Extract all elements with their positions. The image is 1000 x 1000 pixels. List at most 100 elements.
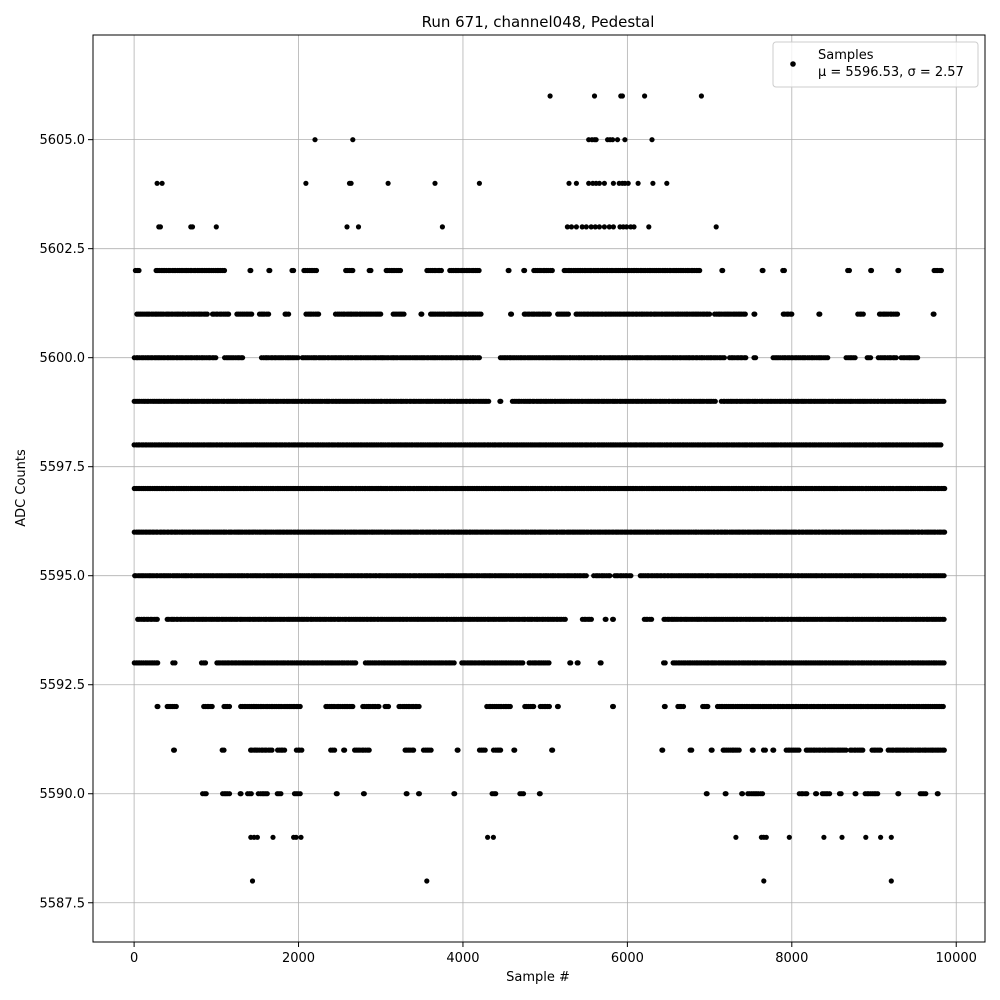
sample-point (763, 834, 769, 840)
sample-point (649, 137, 655, 143)
sample-point (136, 267, 142, 274)
data-points (131, 93, 948, 884)
sample-point (432, 180, 438, 186)
sample-point (705, 703, 711, 710)
legend: Samples μ = 5596.53, σ = 2.57 (772, 41, 979, 88)
sample-point (531, 703, 537, 710)
sample-point (546, 311, 552, 317)
sample-point (157, 224, 163, 230)
sample-point (761, 878, 767, 884)
sample-point (720, 267, 726, 274)
sample-point (204, 311, 210, 317)
sample-point (486, 398, 492, 404)
sample-point (762, 747, 769, 753)
sample-point (478, 311, 484, 317)
sample-point (607, 573, 613, 579)
sample-point (743, 355, 749, 361)
sample-point (350, 703, 356, 710)
sample-point (493, 791, 499, 797)
sample-point (226, 703, 233, 710)
sample-point (522, 267, 528, 274)
sample-point (573, 180, 580, 186)
sample-point (680, 703, 687, 710)
sample-point (498, 398, 504, 404)
sample-point (610, 703, 617, 710)
sample-point (610, 616, 617, 622)
sample-point (221, 747, 227, 753)
sample-point (428, 747, 434, 753)
sample-point (622, 137, 628, 143)
sample-point (564, 224, 571, 230)
sample-point (172, 660, 178, 666)
sample-point (159, 180, 165, 186)
sample-point (646, 224, 652, 230)
y-tick-label: 5590.0 (40, 787, 86, 802)
sample-point (941, 660, 947, 666)
sample-point (573, 224, 580, 230)
sample-point (361, 791, 367, 797)
y-tick-label: 5592.5 (40, 678, 86, 693)
sample-point (628, 573, 634, 579)
sample-point (416, 703, 422, 710)
sample-point (868, 355, 874, 361)
plot-frame (92, 34, 986, 943)
sample-point (662, 703, 668, 710)
sample-point (385, 180, 391, 186)
sample-point (586, 180, 592, 186)
y-tick-label: 5602.5 (40, 242, 86, 257)
sample-point (411, 747, 417, 753)
sample-point (282, 747, 288, 753)
sample-point (342, 747, 348, 753)
sample-point (249, 311, 255, 317)
sample-point (476, 355, 482, 361)
sample-point (368, 267, 374, 274)
sample-point (796, 747, 802, 753)
sample-point (221, 267, 228, 274)
sample-point (419, 311, 425, 317)
sample-point (596, 180, 603, 186)
sample-point (804, 791, 810, 797)
sample-point (863, 834, 869, 840)
sample-point (610, 180, 617, 186)
sample-point (226, 791, 233, 797)
sample-point (452, 791, 458, 797)
sample-point (868, 267, 875, 274)
sample-point (888, 878, 894, 884)
sample-point (650, 180, 656, 186)
sample-point (733, 834, 739, 840)
sample-point (286, 311, 292, 317)
sample-point (154, 616, 160, 622)
sample-point (860, 311, 866, 317)
y-tick-label: 5605.0 (40, 133, 86, 148)
sample-point (313, 267, 320, 274)
sample-point (603, 616, 609, 622)
sample-point (498, 747, 504, 753)
sample-point (940, 703, 946, 710)
sample-point (935, 791, 941, 797)
sample-point (575, 660, 581, 666)
sample-point (707, 311, 713, 317)
chart-title: Run 671, channel048, Pedestal (422, 13, 655, 31)
sample-point (752, 311, 758, 317)
sample-point (875, 791, 881, 797)
legend-series-name: Samples (818, 48, 874, 63)
sample-point (593, 137, 599, 143)
sample-point (293, 834, 299, 840)
x-tick-label: 6000 (611, 951, 644, 966)
sample-point (878, 834, 884, 840)
sample-point (598, 660, 604, 666)
y-tick-label: 5600.0 (40, 351, 86, 366)
sample-point (664, 180, 670, 186)
sample-point (520, 791, 527, 797)
sample-point (266, 311, 272, 317)
sample-point (401, 311, 407, 317)
sample-point (649, 616, 655, 622)
y-tick-label: 5595.0 (40, 569, 86, 584)
sample-point (269, 747, 275, 753)
sample-point (376, 703, 382, 710)
x-tick-label: 2000 (282, 951, 315, 966)
sample-point (941, 747, 947, 753)
y-axis-label: ADC Counts (14, 449, 29, 527)
sample-point (297, 703, 303, 710)
x-axis-ticks: 0 2000 4000 6000 8000 10000 (130, 942, 977, 966)
